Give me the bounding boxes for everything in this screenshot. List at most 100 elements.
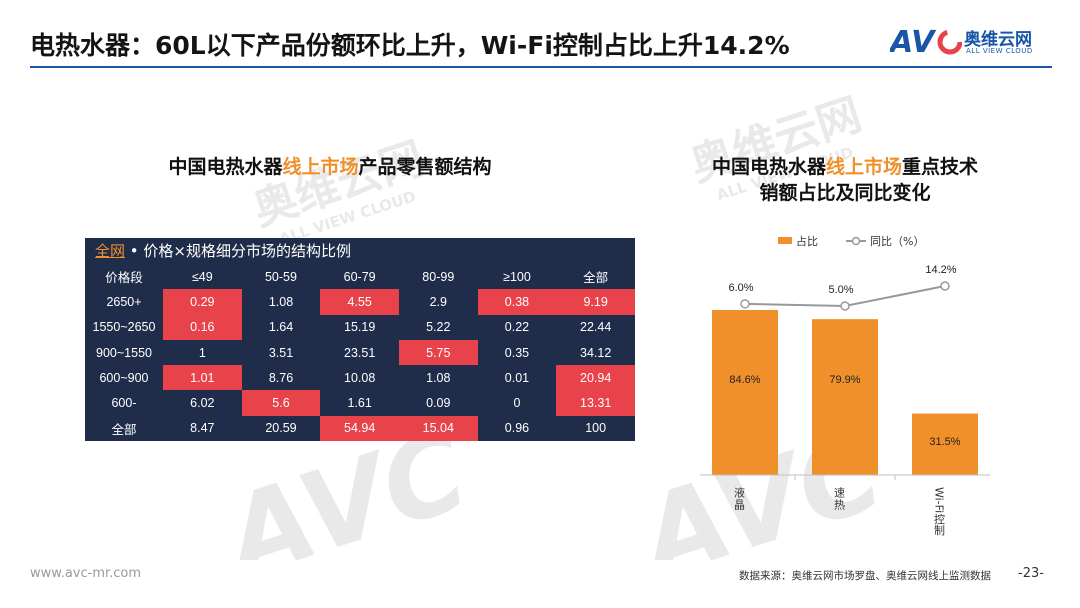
right-title-line1: 中国电热水器线上市场重点技术 <box>690 154 1000 180</box>
table-cell: 0.29 <box>163 289 242 315</box>
table-header-cell: 60-79 <box>320 264 399 290</box>
left-title-highlight: 线上市场 <box>282 156 359 178</box>
yoy-data-label: 6.0% <box>728 282 753 294</box>
yoy-point <box>940 281 950 291</box>
table-cell: 15.19 <box>320 314 399 340</box>
table-cell: 0.35 <box>477 339 557 366</box>
table-cell: 0.01 <box>477 365 557 391</box>
right-section-title: 中国电热水器线上市场重点技术 销额占比及同比变化 <box>690 154 1000 206</box>
table-header-cell: 全部 <box>556 264 635 290</box>
table-cell: 5.75 <box>398 339 478 366</box>
table-header-cell: 价格段 <box>85 264 163 290</box>
table-row: 1550~2650 0.16 1.64 15.19 5.22 0.22 22.44 <box>85 314 635 340</box>
table-cell: 54.94 <box>320 415 399 442</box>
footer-source: 数据来源：奥维云网市场罗盘、奥维云网线上监测数据 <box>739 570 991 582</box>
table-row: 2650+ 0.29 1.08 4.55 2.9 0.38 9.19 <box>85 289 635 315</box>
logo-cn-text: 奥维云网 <box>964 30 1032 50</box>
table-row: 600- 6.02 5.6 1.61 0.09 0 13.31 <box>85 390 635 416</box>
table-cell: 13.31 <box>556 390 635 416</box>
left-title-post: 产品零售额结构 <box>358 156 492 178</box>
table-cell: 6.02 <box>163 390 242 416</box>
table-cell: 3.51 <box>241 339 321 366</box>
chart-bar <box>712 309 778 475</box>
table-cell: 23.51 <box>320 339 399 366</box>
right-title-highlight: 线上市场 <box>825 156 902 178</box>
table-row-label: 全部 <box>85 415 163 442</box>
table-cell: 0 <box>477 390 557 416</box>
table-row-label: 1550~2650 <box>85 314 163 340</box>
table-cell: 1.61 <box>320 390 399 416</box>
svg-text:AV: AV <box>890 26 937 56</box>
left-title-pre: 中国电热水器 <box>168 156 283 178</box>
x-tick-label: 速热 <box>833 487 846 511</box>
table-row-label: 600~900 <box>85 365 163 391</box>
table-header-cell: 80-99 <box>398 264 478 290</box>
bar-data-label: 84.6% <box>729 374 760 386</box>
table-row: 900~1550 1 3.51 23.51 5.75 0.35 34.12 <box>85 339 635 366</box>
table-cell: 5.22 <box>398 314 478 340</box>
page-title: 电热水器：60L以下产品份额环比上升，Wi-Fi控制占比上升14.2% <box>30 31 790 60</box>
right-title-pre: 中国电热水器 <box>711 156 826 178</box>
x-tick-label: 液晶 <box>733 486 746 511</box>
watermark-cn-text: 奥维云网 <box>247 133 430 236</box>
table-cell: 2.9 <box>398 289 478 315</box>
table-cell: 0.09 <box>398 390 478 416</box>
table-row: 全部 8.47 20.59 54.94 15.04 0.96 100 <box>85 415 635 442</box>
table-cell: 8.47 <box>163 415 242 442</box>
table-header-cell: ≥100 <box>477 264 557 290</box>
yoy-data-label: 5.0% <box>828 284 853 296</box>
table-cell: 1.08 <box>398 365 478 391</box>
chart-bar <box>812 319 878 475</box>
table-cell: 0.22 <box>477 314 557 340</box>
table-cell: 15.04 <box>398 415 478 442</box>
table-cell: 4.55 <box>320 289 399 315</box>
right-title-post: 重点技术 <box>902 156 979 178</box>
yoy-data-label: 14.2% <box>925 264 956 276</box>
table-grid: 价格段 ≤49 50-59 60-79 80-99 ≥100 全部 2650+ 0.29 1.08… <box>85 264 635 442</box>
left-section-title: 中国电热水器线上市场产品零售额结构 <box>60 154 600 180</box>
market-structure-table: 全网 • 价格×规格细分市场的结构比例 价格段 ≤49 50-59 60-79 80-9… <box>85 238 635 442</box>
bar-data-label: 79.9% <box>829 374 860 386</box>
table-cell: 22.44 <box>556 314 635 340</box>
table-cell: 1.01 <box>163 365 242 391</box>
table-cell: 1 <box>163 339 242 366</box>
table-row-label: 2650+ <box>85 289 163 315</box>
legend-bar-label: 占比 <box>796 234 818 248</box>
page-number: -23- <box>1018 566 1044 581</box>
table-cell: 0.16 <box>163 314 242 340</box>
chart-bar <box>912 413 978 475</box>
table-cell: 1.08 <box>241 289 321 315</box>
logo-en-text: ALL VIEW CLOUD <box>966 47 1033 55</box>
table-cell: 20.94 <box>556 365 635 391</box>
table-cell: 8.76 <box>241 365 321 391</box>
footer-url: www.avc-mr.com <box>30 566 142 581</box>
avc-logo-icon: AV <box>890 26 962 56</box>
table-caption: 全网 • 价格×规格细分市场的结构比例 <box>85 238 635 264</box>
legend-bar-swatch <box>778 237 792 244</box>
table-caption-highlight: 全网 <box>95 242 126 260</box>
table-cell: 0.96 <box>477 415 557 442</box>
table-cell: 100 <box>556 415 635 442</box>
table-cell: 5.6 <box>241 390 321 416</box>
table-caption-text: • 价格×规格细分市场的结构比例 <box>125 242 351 260</box>
tech-share-chart: 占比 同比（%） 84.6% 79.9% 31.5% 液晶 速热 Wi-Fi控制 6.0% 5.0… <box>700 234 990 535</box>
yoy-point <box>740 299 750 309</box>
table-cell: 9.19 <box>556 289 635 315</box>
table-cell: 1.64 <box>241 314 321 340</box>
table-row-label: 600- <box>85 390 163 416</box>
table-cell: 34.12 <box>556 339 635 366</box>
right-title-line2: 销额占比及同比变化 <box>759 182 931 204</box>
table-cell: 10.08 <box>320 365 399 391</box>
table-cell: 0.38 <box>477 289 557 315</box>
title-divider <box>30 66 1052 68</box>
legend-line-marker <box>851 236 861 246</box>
brand-logo: AV 奥维云网 ALL VIEW CLOUD <box>890 22 1058 62</box>
x-tick-label: Wi-Fi控制 <box>933 487 946 535</box>
table-row-label: 900~1550 <box>85 339 163 366</box>
table-header-row: 价格段 ≤49 50-59 60-79 80-99 ≥100 全部 <box>85 264 635 290</box>
table-cell: 20.59 <box>241 415 321 442</box>
legend-line-label: 同比（%） <box>870 235 924 248</box>
bar-data-label: 31.5% <box>929 436 960 448</box>
yoy-point <box>840 301 850 311</box>
table-row: 600~900 1.01 8.76 10.08 1.08 0.01 20.94 <box>85 365 635 391</box>
